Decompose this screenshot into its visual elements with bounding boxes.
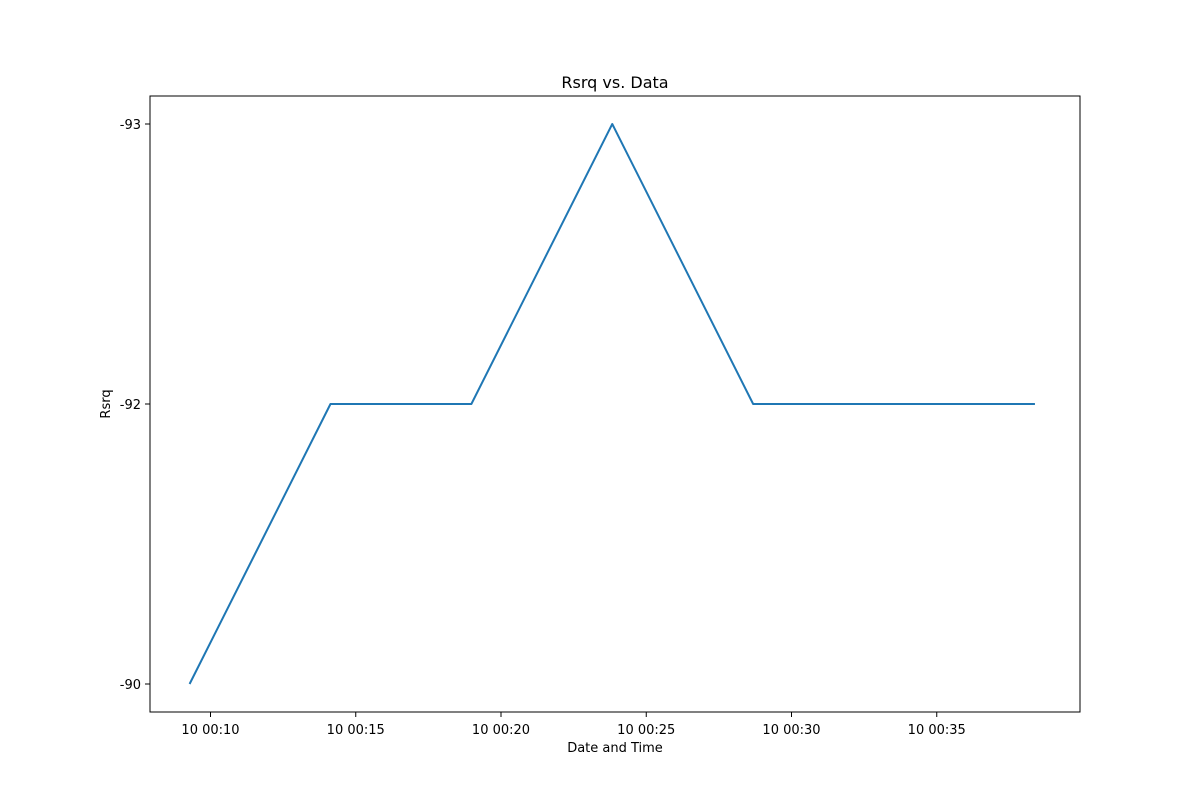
y-axis-label: Rsrq xyxy=(99,389,114,418)
chart-marks xyxy=(188,123,1035,685)
y-tick-label: -92 xyxy=(120,398,141,413)
x-axis-label: Date and Time xyxy=(567,741,663,756)
x-axis: 10 00:10 10 00:15 10 00:20 10 00:25 10 00:30… xyxy=(181,712,966,738)
x-tick-label: 10 00:15 xyxy=(327,723,385,738)
x-tick-label: 10 00:10 xyxy=(181,723,239,738)
x-tick-label: 10 00:25 xyxy=(617,723,675,738)
x-tick-label: 10 00:30 xyxy=(762,723,820,738)
y-tick-label: -93 xyxy=(120,118,141,133)
series-line xyxy=(188,123,1035,685)
x-tick-label: 10 00:20 xyxy=(472,723,530,738)
y-tick-label: -90 xyxy=(120,678,141,693)
x-tick-label: 10 00:35 xyxy=(908,723,966,738)
chart-title: Rsrq vs. Data xyxy=(561,73,668,92)
y-axis: -90 -92 -93 xyxy=(120,118,150,693)
